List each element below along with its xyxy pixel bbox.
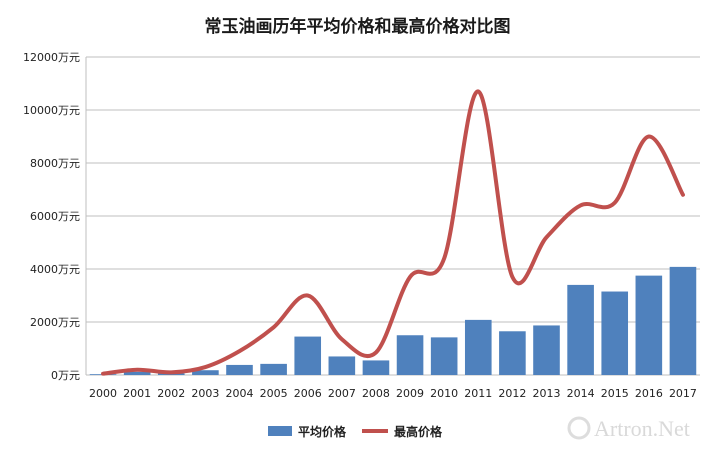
bar <box>464 319 492 375</box>
x-tick-label: 2007 <box>328 387 356 400</box>
bar <box>430 337 458 375</box>
x-tick-label: 2014 <box>567 387 595 400</box>
y-axis-ticks: 0万元 2000万元 4000万元 6000万元 8000万元 10000万元 12000万… <box>23 51 80 382</box>
x-tick-label: 2000 <box>89 387 117 400</box>
x-tick-label: 2006 <box>294 387 322 400</box>
legend: 平均价格 最高价格 <box>268 424 443 439</box>
bar <box>192 370 219 375</box>
watermark-text: Artron.Net <box>594 416 690 441</box>
line-series <box>101 89 685 376</box>
bar <box>396 335 424 375</box>
bar <box>601 291 629 375</box>
y-tick-label: 6000万元 <box>30 210 80 223</box>
x-tick-label: 2013 <box>533 387 561 400</box>
bar-series <box>89 266 697 375</box>
bar <box>669 266 697 375</box>
bar <box>294 336 322 375</box>
bar <box>260 363 287 375</box>
bar <box>123 371 151 375</box>
x-tick-label: 2011 <box>464 387 492 400</box>
y-tick-label: 2000万元 <box>30 316 80 329</box>
x-tick-label: 2017 <box>669 387 697 400</box>
x-tick-label: 2004 <box>226 387 254 400</box>
x-tick-label: 2005 <box>260 387 288 400</box>
line-path <box>101 89 685 376</box>
y-tick-label: 8000万元 <box>30 157 80 170</box>
y-tick-label: 10000万元 <box>23 104 80 117</box>
watermark: Artron.Net <box>567 416 690 441</box>
legend-label-bar: 平均价格 <box>298 424 347 439</box>
x-tick-label: 2002 <box>157 387 185 400</box>
watermark-logo-icon <box>567 416 591 440</box>
x-tick-label: 2010 <box>430 387 458 400</box>
x-tick-label: 2003 <box>191 387 219 400</box>
watermark-logo <box>567 416 591 440</box>
bar <box>635 275 663 375</box>
y-tick-label: 12000万元 <box>23 51 80 64</box>
bar <box>499 331 526 375</box>
y-tick-label: 4000万元 <box>30 263 80 276</box>
bar <box>362 360 390 375</box>
x-tick-label: 2015 <box>601 387 629 400</box>
x-tick-label: 2016 <box>635 387 663 400</box>
bar <box>328 356 356 375</box>
bar <box>226 364 253 375</box>
bar <box>567 284 594 375</box>
x-tick-label: 2009 <box>396 387 424 400</box>
x-tick-label: 2001 <box>123 387 151 400</box>
y-tick-label: 0万元 <box>51 369 80 382</box>
x-tick-label: 2008 <box>362 387 390 400</box>
bar <box>533 325 560 375</box>
legend-label-line: 最高价格 <box>394 424 443 439</box>
chart-title: 常玉油画历年平均价格和最高价格对比图 <box>204 17 511 37</box>
x-axis-ticks: 2000 2001 2002 2003 2004 2005 2006 2007 2008 2009… <box>89 387 697 400</box>
x-tick-label: 2012 <box>498 387 526 400</box>
legend-swatch-bar <box>268 426 292 436</box>
